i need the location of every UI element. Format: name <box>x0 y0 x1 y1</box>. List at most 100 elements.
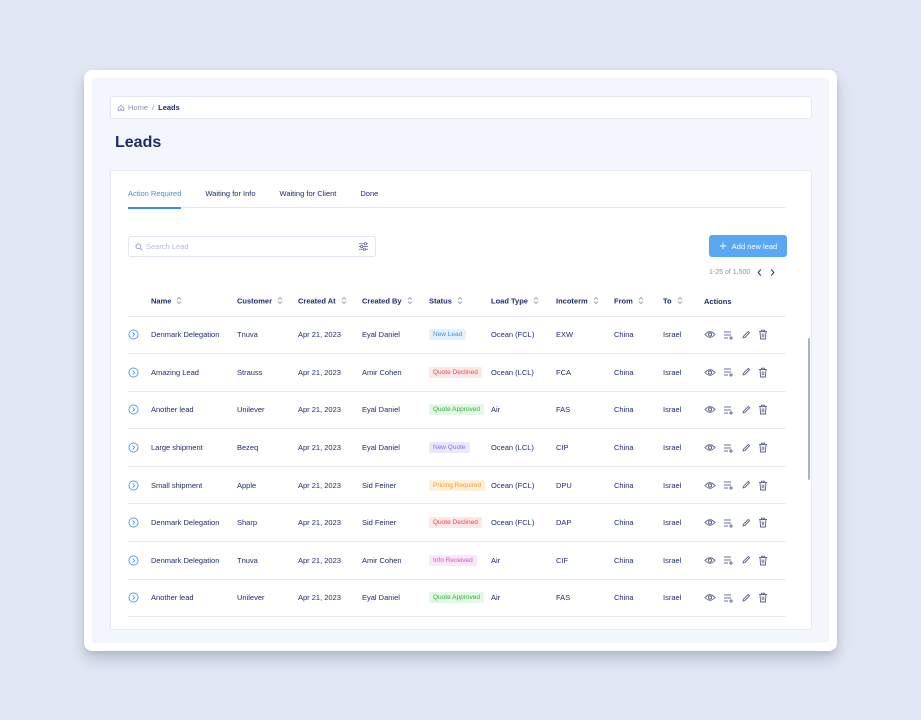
playlist-add-icon[interactable] <box>723 405 734 415</box>
tab-action-required[interactable]: Action Required <box>128 189 182 209</box>
table-scrollbar[interactable] <box>808 338 810 480</box>
chevron-right-circle-icon <box>128 442 139 453</box>
playlist-add-icon[interactable] <box>723 518 734 528</box>
table-row[interactable]: Large shipment Bezeq Apr 21, 2023 Eyal Dani… <box>128 428 786 467</box>
created-by-cell: Eyal Daniel <box>362 428 429 467</box>
header-from[interactable]: From <box>614 288 663 317</box>
expand-row-button[interactable] <box>128 480 139 491</box>
search-box <box>128 236 376 257</box>
trash-icon[interactable] <box>758 517 768 528</box>
pencil-icon[interactable] <box>741 367 751 377</box>
status-badge: New Quote <box>429 442 470 454</box>
header-name[interactable]: Name <box>151 288 237 317</box>
expand-row-button[interactable] <box>128 367 139 378</box>
expand-cell <box>128 503 151 543</box>
search-input[interactable] <box>146 242 358 251</box>
table-row[interactable]: Amazing Lead Strauss Apr 21, 2023 Amir Cohe… <box>128 353 786 392</box>
sort-icon[interactable] <box>277 296 283 307</box>
sort-icon[interactable] <box>533 296 539 307</box>
header-label: From <box>614 296 633 306</box>
tab-done[interactable]: Done <box>360 189 379 198</box>
playlist-add-icon[interactable] <box>723 555 734 566</box>
sort-icon[interactable] <box>407 296 413 307</box>
actions-cell <box>704 428 786 467</box>
eye-icon[interactable] <box>704 481 716 490</box>
pencil-icon[interactable] <box>741 330 751 340</box>
status-cell: Quote Approved <box>429 391 491 430</box>
trash-icon[interactable] <box>758 367 768 378</box>
trash-icon[interactable] <box>758 555 768 566</box>
header-created-at[interactable]: Created At <box>298 288 362 317</box>
playlist-add-icon[interactable] <box>723 480 734 491</box>
tab-waiting-for-info[interactable]: Waiting for Info <box>205 189 256 198</box>
header-customer[interactable]: Customer <box>237 288 298 317</box>
prev-page-button[interactable] <box>756 268 763 277</box>
trash-icon[interactable] <box>758 404 768 415</box>
next-page-button[interactable] <box>769 268 776 277</box>
sort-icon[interactable] <box>677 296 683 307</box>
expand-row-button[interactable] <box>128 404 139 415</box>
expand-cell <box>128 466 151 505</box>
header-status[interactable]: Status <box>429 288 491 317</box>
header-incoterm[interactable]: Incoterm <box>556 288 614 317</box>
eye-icon[interactable] <box>704 330 716 339</box>
sort-icon[interactable] <box>638 296 644 307</box>
trash-icon[interactable] <box>758 592 768 603</box>
expand-cell <box>128 541 151 580</box>
tab-bar: Action Required Waiting for Info Waiting… <box>128 189 786 209</box>
status-cell: New Lead <box>429 316 491 355</box>
eye-icon[interactable] <box>704 405 716 414</box>
pencil-icon[interactable] <box>741 555 751 565</box>
playlist-add-icon[interactable] <box>723 367 734 378</box>
pencil-icon[interactable] <box>741 480 751 490</box>
eye-icon[interactable] <box>704 443 716 452</box>
table-row[interactable]: Denmark Delegation Tnuva Apr 21, 2023 Eyal … <box>128 316 786 355</box>
sort-icon[interactable] <box>457 296 463 307</box>
incoterm-cell: EXW <box>556 316 614 355</box>
status-cell: Info Received <box>429 541 491 580</box>
header-label: Incoterm <box>556 296 588 306</box>
table-row[interactable]: Small shipment Apple Apr 21, 2023 Sid Feine… <box>128 466 786 505</box>
playlist-add-icon[interactable] <box>723 593 734 603</box>
trash-icon[interactable] <box>758 329 768 340</box>
table-row[interactable]: Denmark Delegation Tnuva Apr 21, 2023 Amir … <box>128 541 786 580</box>
expand-row-button[interactable] <box>128 329 139 340</box>
pencil-icon[interactable] <box>741 593 751 603</box>
expand-row-button[interactable] <box>128 555 139 566</box>
breadcrumb-home-link[interactable]: Home <box>117 103 148 112</box>
customer-cell: Unilever <box>237 391 298 430</box>
trash-icon[interactable] <box>758 480 768 491</box>
header-load-type[interactable]: Load Type <box>491 288 556 317</box>
filter-sliders-icon[interactable] <box>358 241 369 252</box>
pencil-icon[interactable] <box>741 405 751 415</box>
sort-icon[interactable] <box>341 296 347 307</box>
expand-row-button[interactable] <box>128 592 139 603</box>
app-window: Home / Leads Leads Action Required Waiti… <box>84 70 837 651</box>
pencil-icon[interactable] <box>741 518 751 528</box>
sort-icon[interactable] <box>593 296 599 307</box>
table-row[interactable]: Another lead Unilever Apr 21, 2023 Eyal Dan… <box>128 579 786 618</box>
trash-icon[interactable] <box>758 442 768 453</box>
header-created-by[interactable]: Created By <box>362 288 429 317</box>
table-row[interactable]: Denmark Delegation Sharp Apr 21, 2023 Sid F… <box>128 503 786 543</box>
add-new-lead-button[interactable]: Add new lead <box>709 235 787 257</box>
status-cell: Pricing Required <box>429 466 491 505</box>
header-label: Customer <box>237 296 273 306</box>
eye-icon[interactable] <box>704 556 716 565</box>
status-cell: Quote Declined <box>429 503 491 543</box>
playlist-add-icon[interactable] <box>723 330 734 340</box>
created-at-cell: Apr 21, 2023 <box>298 579 362 618</box>
table-row[interactable]: Another lead Unilever Apr 21, 2023 Eyal Dan… <box>128 391 786 430</box>
expand-row-button[interactable] <box>128 442 139 453</box>
playlist-add-icon[interactable] <box>723 443 734 453</box>
expand-row-button[interactable] <box>128 517 139 528</box>
header-to[interactable]: To <box>663 288 704 317</box>
sort-icon[interactable] <box>176 296 182 307</box>
eye-icon[interactable] <box>704 368 716 377</box>
pagination: 1-25 of 1,500 <box>709 266 787 278</box>
eye-icon[interactable] <box>704 518 716 527</box>
eye-icon[interactable] <box>704 593 716 602</box>
tab-waiting-for-client[interactable]: Waiting for Client <box>279 189 337 198</box>
pencil-icon[interactable] <box>741 443 751 453</box>
actions-cell <box>704 466 786 505</box>
